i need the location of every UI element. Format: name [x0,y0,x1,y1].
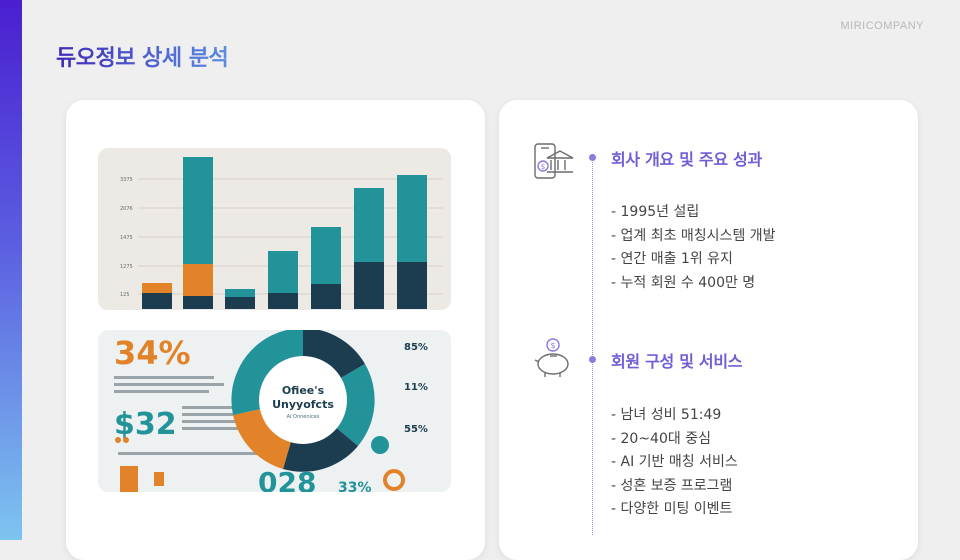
piggy-bank-icon: $ [534,338,569,377]
money-figure: $32 [114,407,177,442]
circle-subtitle: Unyyofcts [272,398,334,411]
timeline-line [592,155,593,535]
members-list: - 남녀 성비 51:49 - 20~40대 중심 - AI 기반 매칭 서비스… [611,404,738,522]
svg-text:$: $ [541,163,545,171]
svg-text:$: $ [550,341,555,350]
list-item: - 남녀 성비 51:49 [611,407,722,423]
axis-tick: 2076 [120,206,133,212]
list-item: - 1995년 설립 [611,204,700,220]
bank-mobile-icon: $ [534,143,574,179]
axis-tick: 1275 [120,264,133,270]
bottom-percent: 33% [338,480,372,492]
list-item: - 연간 매출 1위 유지 [611,251,733,267]
bottom-number: 028 [258,466,316,492]
infographic-illustration: 34% $32 [114,330,428,492]
stat-percent: 11% [404,382,428,393]
list-item: - 업계 최초 매칭시스템 개발 [611,227,776,244]
bar-chart-image: 3375 2076 1475 1275 125 [98,148,451,310]
list-item: - 다양한 미팅 이벤트 [611,501,733,517]
timeline-dot [589,154,596,161]
infographic-image: 34% $32 [98,330,451,492]
image-card: 3375 2076 1475 1275 125 [66,100,485,560]
page-title: 듀오정보 상세 분석 [56,40,229,72]
accent-bar [0,0,22,540]
stat-percent: 55% [404,424,428,435]
section-title-overview: 회사 개요 및 주요 성과 [611,150,762,169]
bar-chart-illustration: 3375 2076 1475 1275 125 [120,157,443,309]
timeline-dot [589,356,596,363]
section-title-members: 회원 구성 및 서비스 [611,352,743,371]
list-item: - AI 기반 매칭 서비스 [611,454,738,470]
list-item: - 성혼 보증 프로그램 [611,477,733,494]
axis-tick: 3375 [120,177,133,183]
info-card: $ 회사 개요 및 주요 성과 - 1995년 설립 - 업계 최초 매칭시스템… [499,100,918,560]
stat-percent: 85% [404,342,428,353]
overview-list: - 1995년 설립 - 업계 최초 매칭시스템 개발 - 연간 매출 1위 유… [611,201,776,295]
list-item: - 누적 회원 수 400만 명 [611,274,756,291]
big-percent: 34% [114,334,191,372]
axis-tick: 1475 [120,235,133,241]
axis-tick: 125 [120,292,130,298]
brand-label: MIRICOMPANY [840,20,924,32]
circle-title: Ofiee's [282,384,325,397]
circle-caption: Ai Onnenices [287,414,320,420]
list-item: - 20~40대 중심 [611,430,711,447]
